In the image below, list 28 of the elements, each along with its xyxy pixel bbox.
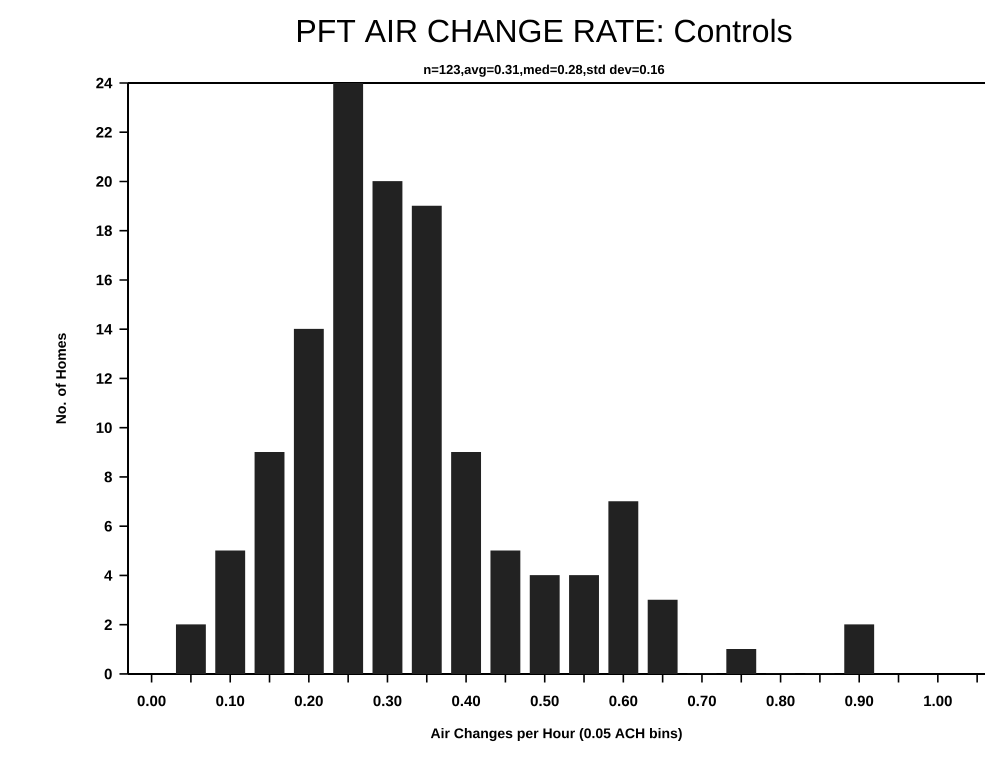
- y-tick-label: 20: [96, 176, 112, 187]
- chart-title: PFT AIR CHANGE RATE: Controls: [298, 18, 792, 42]
- y-tick-label: 24: [96, 78, 112, 88]
- y-axis-title: No. of Homes: [56, 333, 66, 424]
- y-tick-label: 10: [96, 422, 112, 434]
- x-tick-label: 0.60: [609, 696, 638, 706]
- x-tick-label: 0.90: [845, 696, 874, 706]
- y-tick-label: 8: [104, 472, 112, 482]
- y-tick-label: 2: [104, 619, 112, 630]
- y-tick-label: 22: [96, 126, 112, 138]
- x-tick-label: 0.50: [530, 696, 559, 706]
- x-tick-label: 0.30: [373, 696, 402, 706]
- y-tick-label: 6: [104, 520, 112, 532]
- x-tick-label: 0.40: [452, 696, 480, 706]
- x-axis-title: Air Changes per Hour (0.05 ACH bins): [430, 728, 682, 742]
- x-tick-label: 0.00: [138, 696, 166, 706]
- y-tick-label: 18: [96, 225, 112, 236]
- x-tick-label: 0.10: [216, 696, 244, 706]
- x-tick-label: 0.70: [688, 696, 716, 706]
- y-tick-label: 14: [96, 324, 112, 334]
- y-tick-label: 0: [104, 668, 112, 680]
- y-tick-label: 16: [96, 274, 112, 286]
- chart-subtitle: n=123,avg=0.31,med=0.28,std dev=0.16: [424, 64, 664, 77]
- y-tick-label: 12: [96, 373, 112, 384]
- x-tick-label: 0.80: [766, 696, 795, 706]
- x-tick-label: 1.00: [924, 696, 952, 706]
- x-tick-label: 0.20: [294, 696, 323, 706]
- y-tick-label: 4: [104, 570, 112, 581]
